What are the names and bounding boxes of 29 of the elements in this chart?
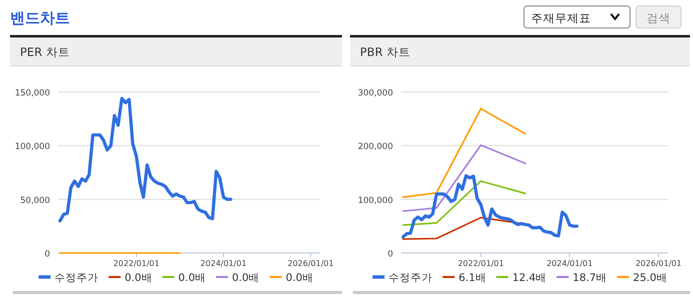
legend-label: 25.0배 — [633, 272, 668, 284]
legend-label: 12.4배 — [512, 272, 547, 284]
x-tick-label: 2022/01/01 — [113, 259, 160, 268]
chart-title: PBR 차트 — [360, 45, 410, 59]
y-tick-label: 100,000 — [14, 142, 50, 152]
legend-label: 18.7배 — [572, 272, 608, 284]
legend-label: 수정주가 — [54, 272, 99, 284]
legend-label: 6.1배 — [458, 272, 486, 284]
y-tick-label: 300,000 — [358, 88, 393, 98]
select: 주재무제표 — [524, 6, 630, 28]
legend-label: 0.0배 — [124, 272, 152, 284]
y-tick-label: 200,000 — [358, 142, 393, 152]
y-tick-label: 50,000 — [20, 196, 50, 206]
y-tick-label: 150,000 — [14, 88, 50, 98]
y-tick-label: 0 — [44, 250, 50, 260]
chart-title: PER 차트 — [20, 45, 70, 59]
x-tick-label: 2022/01/01 — [458, 259, 504, 268]
x-tick-label: 2026/01/01 — [288, 259, 334, 268]
legend-label: 0.0배 — [232, 272, 260, 284]
legend-label: 0.0배 — [178, 272, 206, 284]
text: 밴드차트 — [10, 9, 70, 27]
legend-label: 수정주가 — [388, 272, 433, 284]
y-tick-label: 100,000 — [358, 196, 393, 206]
x-tick-label: 2024/01/01 — [546, 259, 593, 268]
y-tick-label: 0 — [388, 250, 393, 260]
button: 검색 — [636, 6, 682, 28]
x-tick-label: 2026/01/01 — [635, 259, 682, 268]
x-tick-label: 2024/01/01 — [200, 259, 247, 268]
legend-label: 0.0배 — [286, 272, 314, 284]
